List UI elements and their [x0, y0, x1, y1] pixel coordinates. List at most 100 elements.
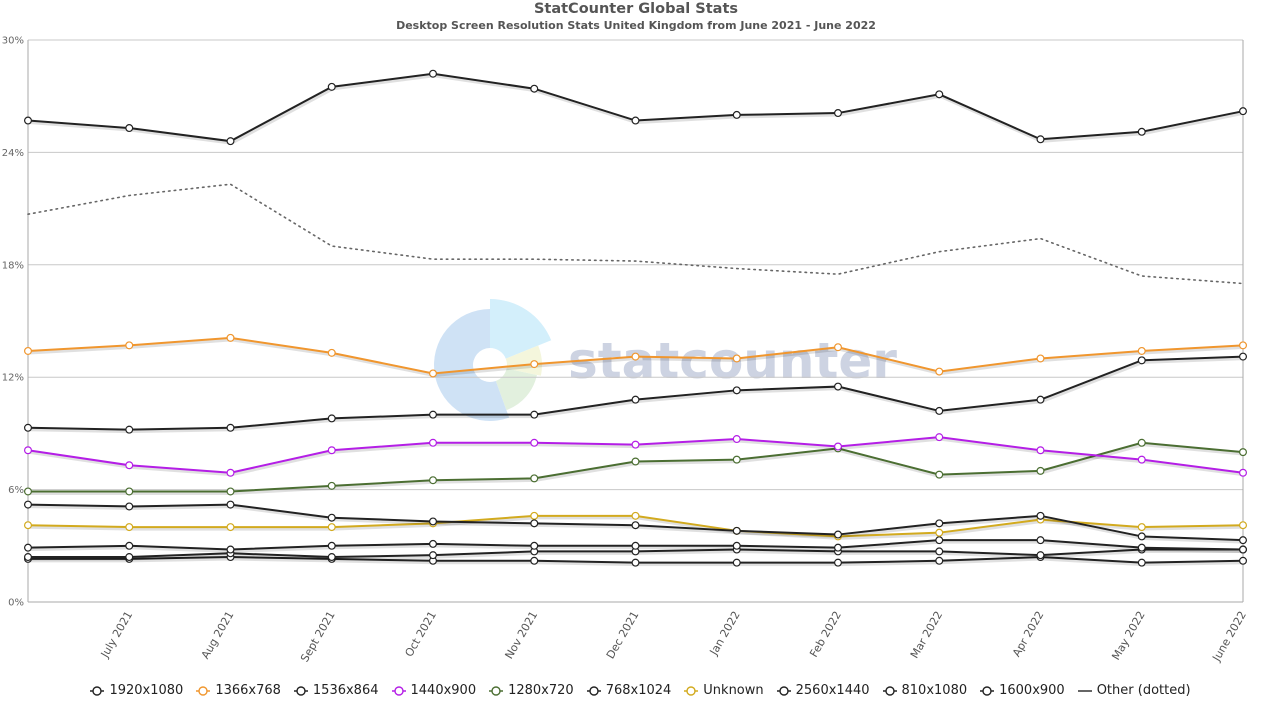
data-point[interactable] [1137, 127, 1146, 136]
legend-item-1920x1080[interactable]: 1920x1080 [89, 683, 183, 698]
data-point[interactable] [226, 500, 235, 509]
legend-item-810x1080[interactable]: 810x1080 [882, 683, 967, 698]
data-point[interactable] [732, 455, 741, 464]
data-point[interactable] [24, 521, 33, 530]
data-point[interactable] [1238, 556, 1247, 565]
data-point[interactable] [530, 84, 539, 93]
data-point[interactable] [24, 487, 33, 496]
data-point[interactable] [429, 369, 438, 378]
data-point[interactable] [327, 446, 336, 455]
data-point[interactable] [1238, 536, 1247, 545]
legend-item-1600x900[interactable]: 1600x900 [979, 683, 1065, 698]
data-point[interactable] [833, 343, 842, 352]
data-point[interactable] [1137, 543, 1146, 552]
legend-item-1440x900[interactable]: 1440x900 [391, 683, 476, 698]
legend-item-768x1024[interactable]: 768x1024 [586, 683, 671, 698]
data-point[interactable] [1238, 448, 1247, 457]
data-point[interactable] [24, 446, 33, 455]
data-point[interactable] [327, 82, 336, 91]
data-point[interactable] [1238, 352, 1247, 361]
data-point[interactable] [226, 523, 235, 532]
data-point[interactable] [226, 333, 235, 342]
data-point[interactable] [1036, 354, 1045, 363]
data-point[interactable] [631, 395, 640, 404]
data-point[interactable] [530, 541, 539, 550]
data-point[interactable] [631, 440, 640, 449]
legend-item-unknown[interactable]: Unknown [683, 683, 764, 698]
data-point[interactable] [1137, 455, 1146, 464]
data-point[interactable] [125, 553, 134, 562]
data-point[interactable] [226, 545, 235, 554]
data-point[interactable] [732, 558, 741, 567]
data-point[interactable] [1137, 438, 1146, 447]
data-point[interactable] [1238, 521, 1247, 530]
data-point[interactable] [429, 410, 438, 419]
data-point[interactable] [935, 470, 944, 479]
data-point[interactable] [24, 346, 33, 355]
data-point[interactable] [1036, 135, 1045, 144]
data-point[interactable] [833, 530, 842, 539]
data-point[interactable] [732, 541, 741, 550]
data-point[interactable] [429, 517, 438, 526]
data-point[interactable] [935, 90, 944, 99]
data-point[interactable] [125, 487, 134, 496]
data-point[interactable] [631, 116, 640, 125]
legend-item-1366x768[interactable]: 1366x768 [195, 683, 281, 698]
data-point[interactable] [327, 523, 336, 532]
data-point[interactable] [1036, 536, 1045, 545]
data-point[interactable] [1036, 551, 1045, 560]
data-point[interactable] [935, 547, 944, 556]
data-point[interactable] [1137, 356, 1146, 365]
data-point[interactable] [327, 553, 336, 562]
data-point[interactable] [429, 539, 438, 548]
data-point[interactable] [631, 558, 640, 567]
data-point[interactable] [429, 551, 438, 560]
data-point[interactable] [125, 341, 134, 350]
data-point[interactable] [935, 406, 944, 415]
data-point[interactable] [935, 519, 944, 528]
data-point[interactable] [935, 367, 944, 376]
data-point[interactable] [530, 410, 539, 419]
data-point[interactable] [429, 438, 438, 447]
data-point[interactable] [1036, 511, 1045, 520]
data-point[interactable] [226, 468, 235, 477]
legend-item-1280x720[interactable]: 1280x720 [488, 683, 574, 698]
data-point[interactable] [327, 348, 336, 357]
data-point[interactable] [833, 109, 842, 118]
data-point[interactable] [631, 521, 640, 530]
data-point[interactable] [1238, 468, 1247, 477]
data-point[interactable] [631, 541, 640, 550]
data-point[interactable] [1036, 466, 1045, 475]
data-point[interactable] [1137, 558, 1146, 567]
data-point[interactable] [530, 556, 539, 565]
data-point[interactable] [125, 124, 134, 133]
data-point[interactable] [327, 513, 336, 522]
data-point[interactable] [24, 500, 33, 509]
data-point[interactable] [24, 553, 33, 562]
data-point[interactable] [1137, 346, 1146, 355]
data-point[interactable] [530, 360, 539, 369]
data-point[interactable] [732, 526, 741, 535]
data-point[interactable] [24, 116, 33, 125]
legend-item-other-dotted[interactable]: Other (dotted) [1077, 683, 1191, 698]
data-point[interactable] [935, 433, 944, 442]
data-point[interactable] [732, 386, 741, 395]
data-point[interactable] [530, 519, 539, 528]
data-point[interactable] [429, 69, 438, 78]
data-point[interactable] [530, 438, 539, 447]
data-point[interactable] [732, 110, 741, 119]
data-point[interactable] [732, 435, 741, 444]
data-point[interactable] [1238, 107, 1247, 116]
data-point[interactable] [125, 461, 134, 470]
data-point[interactable] [732, 354, 741, 363]
data-point[interactable] [429, 476, 438, 485]
data-point[interactable] [226, 137, 235, 146]
data-point[interactable] [833, 558, 842, 567]
data-point[interactable] [833, 382, 842, 391]
data-point[interactable] [327, 481, 336, 490]
data-point[interactable] [125, 502, 134, 511]
data-point[interactable] [125, 425, 134, 434]
data-point[interactable] [24, 423, 33, 432]
data-point[interactable] [833, 543, 842, 552]
data-point[interactable] [1238, 545, 1247, 554]
